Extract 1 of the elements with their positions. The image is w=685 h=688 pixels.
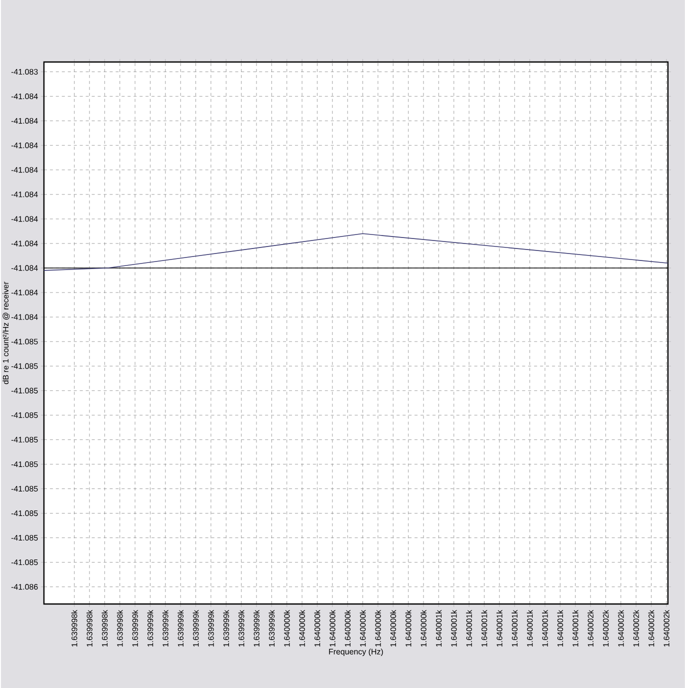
line-series xyxy=(44,233,668,271)
